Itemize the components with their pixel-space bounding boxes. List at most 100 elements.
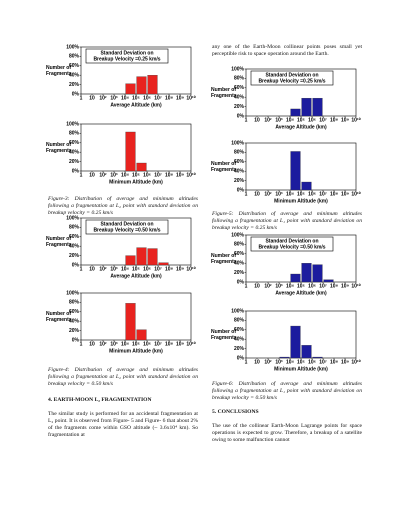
x-tick-label: 10⁵	[132, 172, 141, 178]
x-tick-label: 10⁶	[308, 117, 316, 123]
x-tick-label: 10⁷	[319, 359, 327, 365]
x-tick-label: 10⁶	[308, 191, 316, 197]
y-tick-label: 80%	[69, 300, 80, 306]
y-tick-label: 60%	[234, 159, 245, 165]
y-tick-label: 100%	[231, 232, 244, 238]
annotation-box	[85, 48, 169, 64]
y-tick-label: 0%	[237, 279, 245, 285]
x-tick-label: 10⁷	[154, 341, 162, 347]
plot-area	[80, 292, 192, 341]
bar	[136, 76, 147, 95]
y-tick-label: 0%	[72, 337, 80, 343]
x-axis-label: Average Altitude (km)	[275, 290, 327, 296]
y-tick-label: 80%	[234, 76, 245, 82]
y-axis-label: Fragments	[211, 167, 237, 173]
x-axis-label: Minimum Altitude (km)	[109, 179, 163, 185]
caption: Figure-4: Distribution of average and mi…	[48, 367, 198, 387]
bar	[147, 75, 158, 95]
bar	[125, 255, 136, 266]
x-tick-label: 10³	[110, 172, 118, 178]
caption: Figure-5: Distribution of average and mi…	[212, 211, 362, 231]
caption: Figure-6: Distribution of average and mi…	[212, 381, 362, 401]
y-axis-label: Fragments	[46, 242, 72, 248]
x-tick-label: 10⁸	[330, 283, 339, 289]
y-axis-label: Number of	[46, 65, 71, 71]
bar	[290, 151, 301, 191]
y-tick-label: 20%	[234, 270, 245, 276]
x-tick-label: 10⁸	[330, 191, 339, 197]
x-tick-label: 10	[89, 341, 95, 347]
section-heading: 4. EARTH-MOON L₂ FRAGMENTATION	[48, 397, 152, 403]
bar	[301, 345, 312, 359]
y-axis-label: Number of	[211, 87, 236, 93]
y-tick-label: 0%	[237, 187, 245, 193]
x-tick-label: 10¹⁰	[186, 266, 195, 272]
x-tick-label: 10⁶	[308, 359, 316, 365]
x-tick-label: 10⁷	[154, 266, 162, 272]
x-tick-label: 10⁵	[297, 283, 306, 289]
y-tick-label: 40%	[234, 337, 245, 343]
x-tick-label: 10²	[99, 172, 107, 178]
section-heading: 5. CONCLUSIONS	[212, 409, 259, 415]
x-tick-label: 1	[80, 172, 83, 178]
x-tick-label: 10	[254, 117, 260, 123]
x-tick-label: 10³	[275, 359, 283, 365]
bar	[279, 356, 290, 359]
x-tick-label: 10	[254, 283, 260, 289]
x-tick-label: 10⁹	[341, 191, 350, 197]
x-tick-label: 10⁴	[286, 359, 295, 365]
y-tick-label: 80%	[234, 318, 245, 324]
y-tick-label: 20%	[234, 178, 245, 184]
y-tick-label: 40%	[234, 95, 245, 101]
paragraph: The similar study is performed for an ac…	[48, 411, 198, 438]
y-axis-label: Fragments	[211, 335, 237, 341]
x-tick-label: 1	[80, 266, 83, 272]
x-tick-label: 10⁷	[319, 117, 327, 123]
x-tick-label: 10¹⁰	[351, 117, 360, 123]
x-tick-label: 10⁸	[165, 341, 174, 347]
x-tick-label: 10	[254, 359, 260, 365]
plot-area	[245, 142, 357, 191]
y-tick-label: 20%	[69, 328, 80, 334]
bar	[323, 279, 334, 283]
x-tick-label: 10⁶	[143, 341, 151, 347]
annotation: Standard Deviation on	[265, 72, 318, 78]
x-tick-label: 10²	[264, 359, 272, 365]
x-tick-label: 10⁴	[286, 191, 295, 197]
y-axis-label: Fragments	[46, 148, 72, 154]
x-tick-label: 10³	[110, 95, 118, 101]
x-tick-label: 10⁵	[297, 191, 306, 197]
x-tick-label: 10⁹	[341, 117, 350, 123]
x-tick-label: 10⁹	[176, 95, 185, 101]
bar	[136, 162, 147, 172]
y-tick-label: 40%	[69, 73, 80, 79]
bar	[158, 262, 169, 266]
bar	[301, 263, 312, 283]
bar	[125, 303, 136, 341]
bar	[136, 247, 147, 266]
x-tick-label: 10⁸	[165, 172, 174, 178]
x-tick-label: 10⁹	[176, 341, 185, 347]
x-tick-label: 10⁹	[341, 359, 350, 365]
y-axis-label: Fragments	[211, 93, 237, 99]
annotation: Breakup Velocity =0.50 km/s	[93, 227, 160, 233]
y-tick-label: 0%	[72, 262, 80, 268]
y-tick-label: 20%	[234, 346, 245, 352]
y-tick-label: 60%	[69, 309, 80, 315]
x-axis-label: Minimum Altitude (km)	[274, 366, 328, 372]
plot-area	[245, 310, 357, 359]
x-axis-label: Average Altitude (km)	[275, 124, 327, 130]
x-tick-label: 10⁴	[121, 266, 130, 272]
plot-area	[80, 123, 192, 172]
y-tick-label: 80%	[69, 225, 80, 231]
annotation: Breakup Velocity =0.25 km/s	[93, 56, 160, 62]
x-axis-label: Average Altitude (km)	[110, 273, 162, 279]
y-tick-label: 20%	[69, 82, 80, 88]
y-tick-label: 20%	[69, 159, 80, 165]
x-tick-label: 10⁹	[176, 172, 185, 178]
x-tick-label: 10⁶	[143, 95, 151, 101]
x-tick-label: 10	[254, 191, 260, 197]
x-tick-label: 1	[245, 359, 248, 365]
y-tick-label: 60%	[69, 63, 80, 69]
